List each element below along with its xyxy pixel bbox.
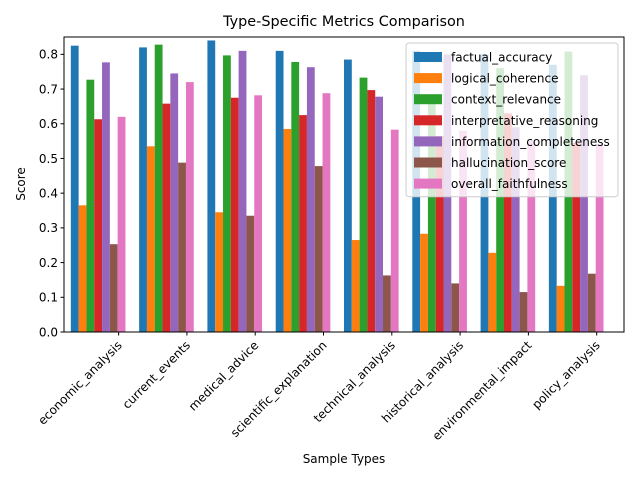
bar-overall_faithfulness-scientific_explanation — [322, 93, 331, 332]
legend-swatch-overall_faithfulness — [414, 178, 442, 189]
bar-hallucination_score-economic_analysis — [109, 244, 118, 332]
legend-label: factual_accuracy — [451, 51, 552, 65]
y-tick-label: 0.5 — [39, 152, 58, 166]
x-tick-label: economic_analysis — [35, 338, 124, 427]
bar-context_relevance-medical_advice — [223, 55, 231, 332]
bar-information_completeness-technical_analysis — [375, 96, 384, 332]
bar-information_completeness-medical_advice — [238, 50, 247, 332]
legend-label: logical_coherence — [451, 72, 558, 86]
bar-hallucination_score-scientific_explanation — [314, 166, 323, 332]
bar-context_relevance-scientific_explanation — [291, 61, 300, 333]
bar-logical_coherence-economic_analysis — [78, 205, 87, 332]
bar-information_completeness-current_events — [170, 73, 179, 332]
bar-information_completeness-environmental_impact — [511, 127, 520, 333]
bar-context_relevance-historical_analysis — [427, 101, 436, 333]
bar-factual_accuracy-technical_analysis — [344, 59, 352, 333]
bar-logical_coherence-scientific_explanation — [283, 128, 292, 332]
bar-overall_faithfulness-current_events — [185, 82, 194, 333]
x-tick-label: current_events — [120, 338, 193, 411]
y-tick-label: 0.4 — [39, 186, 58, 200]
bar-interpretative_reasoning-scientific_explanation — [299, 115, 307, 332]
bar-overall_faithfulness-technical_analysis — [390, 129, 399, 332]
legend-label: hallucination_score — [451, 156, 566, 170]
bar-interpretative_reasoning-economic_analysis — [94, 119, 103, 332]
axes-group — [63, 36, 625, 333]
bar-hallucination_score-historical_analysis — [451, 283, 460, 332]
legend-swatch-context_relevance — [414, 94, 442, 105]
bar-interpretative_reasoning-medical_advice — [230, 97, 239, 333]
bar-hallucination_score-current_events — [178, 162, 186, 332]
bar-factual_accuracy-scientific_explanation — [275, 50, 284, 332]
bar-logical_coherence-medical_advice — [215, 212, 224, 332]
y-tick-label: 0.1 — [39, 291, 58, 305]
bar-interpretative_reasoning-environmental_impact — [504, 113, 512, 332]
bar-hallucination_score-technical_analysis — [383, 275, 391, 332]
bar-context_relevance-environmental_impact — [496, 68, 504, 333]
chart-title: Type-Specific Metrics Comparison — [222, 14, 465, 30]
x-axis-title: Sample Types — [303, 452, 386, 466]
y-tick-label: 0.8 — [39, 48, 58, 62]
legend-label: information_completeness — [451, 135, 610, 149]
bar-logical_coherence-technical_analysis — [351, 240, 360, 332]
bar-logical_coherence-historical_analysis — [420, 233, 428, 332]
y-axis-title: Score — [14, 167, 28, 201]
bar-information_completeness-policy_analysis — [580, 75, 588, 333]
legend-swatch-interpretative_reasoning — [414, 115, 442, 126]
legend-swatch-factual_accuracy — [414, 52, 442, 62]
x-ticks-group: economic_analysiscurrent_eventsmedical_a… — [35, 332, 603, 443]
bar-hallucination_score-policy_analysis — [587, 273, 596, 332]
bar-overall_faithfulness-environmental_impact — [527, 141, 536, 332]
y-tick-label: 0.2 — [39, 256, 58, 270]
bar-overall_faithfulness-economic_analysis — [117, 116, 126, 332]
bar-logical_coherence-policy_analysis — [556, 285, 565, 332]
bar-information_completeness-scientific_explanation — [306, 67, 315, 332]
x-tick-label: medical_advice — [186, 338, 261, 413]
y-tick-label: 0.0 — [39, 325, 58, 339]
bar-interpretative_reasoning-historical_analysis — [435, 135, 444, 332]
bar-overall_faithfulness-policy_analysis — [595, 144, 604, 332]
bar-context_relevance-current_events — [154, 44, 163, 332]
y-tick-label: 0.7 — [39, 82, 58, 96]
legend-box — [405, 42, 619, 198]
bar-context_relevance-technical_analysis — [359, 77, 368, 332]
bar-factual_accuracy-medical_advice — [207, 40, 216, 332]
bar-overall_faithfulness-medical_advice — [254, 95, 263, 332]
bar-information_completeness-economic_analysis — [102, 62, 110, 333]
bar-logical_coherence-environmental_impact — [488, 252, 497, 332]
y-ticks-group: 0.0 0.1 0.2 0.3 0.4 0.5 0.6 0.7 0.8 — [39, 48, 64, 339]
legend: factual_accuracy logical_coherencecontext… — [405, 42, 619, 198]
legend-swatch-logical_coherence — [414, 73, 442, 84]
bar-overall_faithfulness-historical_analysis — [459, 130, 467, 332]
legend-label: interpretative_reasoning — [451, 114, 598, 128]
bar-interpretative_reasoning-technical_analysis — [367, 90, 376, 332]
bar-factual_accuracy-policy_analysis — [548, 64, 557, 332]
legend-label: overall_faithfulness — [451, 177, 568, 191]
y-tick-label: 0.3 — [39, 221, 58, 235]
bar-factual_accuracy-current_events — [139, 47, 147, 332]
x-tick-label: policy_analysis — [529, 338, 602, 411]
bar-hallucination_score-medical_advice — [246, 215, 255, 332]
bar-factual_accuracy-economic_analysis — [70, 45, 79, 333]
bar-interpretative_reasoning-policy_analysis — [572, 142, 581, 332]
y-tick-label: 0.6 — [39, 117, 58, 131]
legend-swatch-hallucination_score — [414, 157, 442, 168]
plot-frame — [63, 36, 625, 333]
bar-hallucination_score-environmental_impact — [519, 292, 528, 332]
bar-context_relevance-economic_analysis — [86, 79, 95, 332]
legend-swatch-information_completeness — [414, 136, 442, 147]
bar-logical_coherence-current_events — [146, 146, 155, 332]
legend-label: context_relevance — [451, 93, 561, 107]
bar-interpretative_reasoning-current_events — [162, 103, 171, 332]
